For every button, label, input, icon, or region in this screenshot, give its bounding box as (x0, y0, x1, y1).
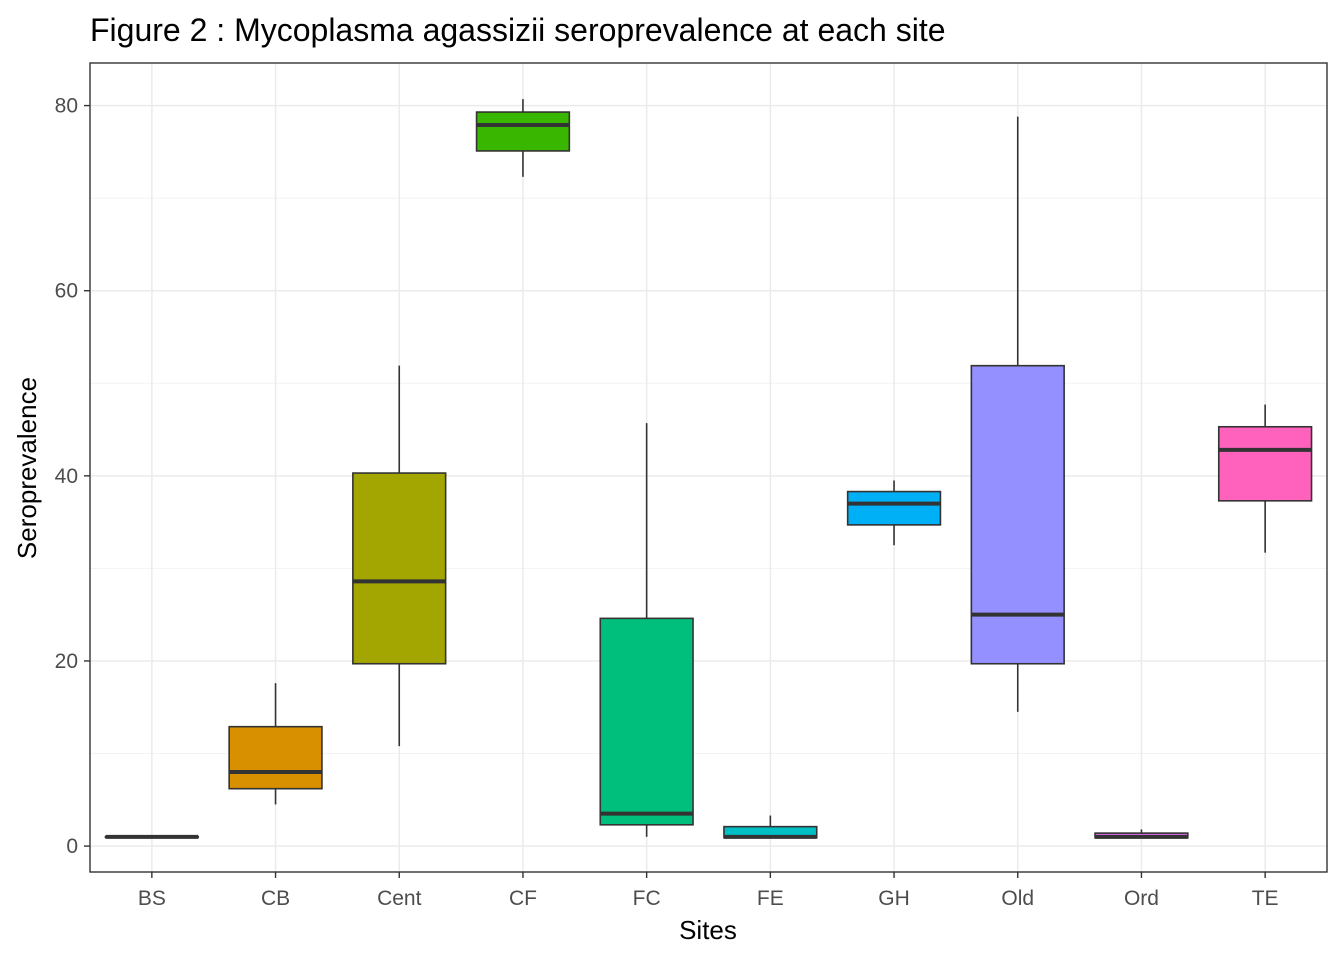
y-tick-label: 80 (55, 95, 78, 118)
iqr-box (1217, 425, 1313, 502)
box-cb (228, 683, 323, 805)
minor-gridlines (90, 197, 1327, 755)
box-fc (599, 423, 694, 837)
box-bs (104, 834, 200, 839)
iqr-box (228, 725, 323, 790)
x-tick-label: TE (1252, 887, 1279, 910)
x-axis: BS CB Cent CF FC FE GH Old Ord TE (138, 872, 1279, 910)
iqr-box (846, 490, 942, 526)
y-axis-title: Seroprevalence (12, 377, 42, 559)
iqr-box (970, 364, 1065, 665)
x-tick-label: CB (261, 887, 290, 910)
box-cf (475, 99, 571, 177)
y-tick-label: 40 (55, 465, 78, 488)
box-ord (1094, 829, 1189, 839)
chart-title: Figure 2 : Mycoplasma agassizii seroprev… (90, 12, 946, 48)
x-tick-label: CF (509, 887, 537, 910)
x-tick-label: BS (138, 887, 166, 910)
x-tick-label: FC (633, 887, 661, 910)
box-gh (846, 480, 942, 546)
y-tick-label: 20 (55, 650, 78, 673)
x-tick-label: Ord (1124, 887, 1159, 910)
x-tick-label: Old (1001, 887, 1034, 910)
y-axis: 0 20 40 60 80 (55, 95, 90, 858)
iqr-box (352, 472, 447, 665)
box-old (970, 116, 1065, 712)
x-tick-label: FE (757, 887, 784, 910)
box-cent (352, 365, 447, 747)
box-series (104, 99, 1313, 839)
x-tick-label: Cent (377, 887, 422, 910)
iqr-box (599, 617, 694, 826)
y-tick-label: 60 (55, 280, 78, 303)
x-axis-title: Sites (679, 915, 737, 945)
box-fe (723, 815, 818, 839)
x-tick-label: GH (878, 887, 910, 910)
box-te (1217, 404, 1313, 553)
y-tick-label: 0 (66, 835, 78, 858)
iqr-box (475, 111, 571, 152)
panel-border (89, 62, 1328, 873)
